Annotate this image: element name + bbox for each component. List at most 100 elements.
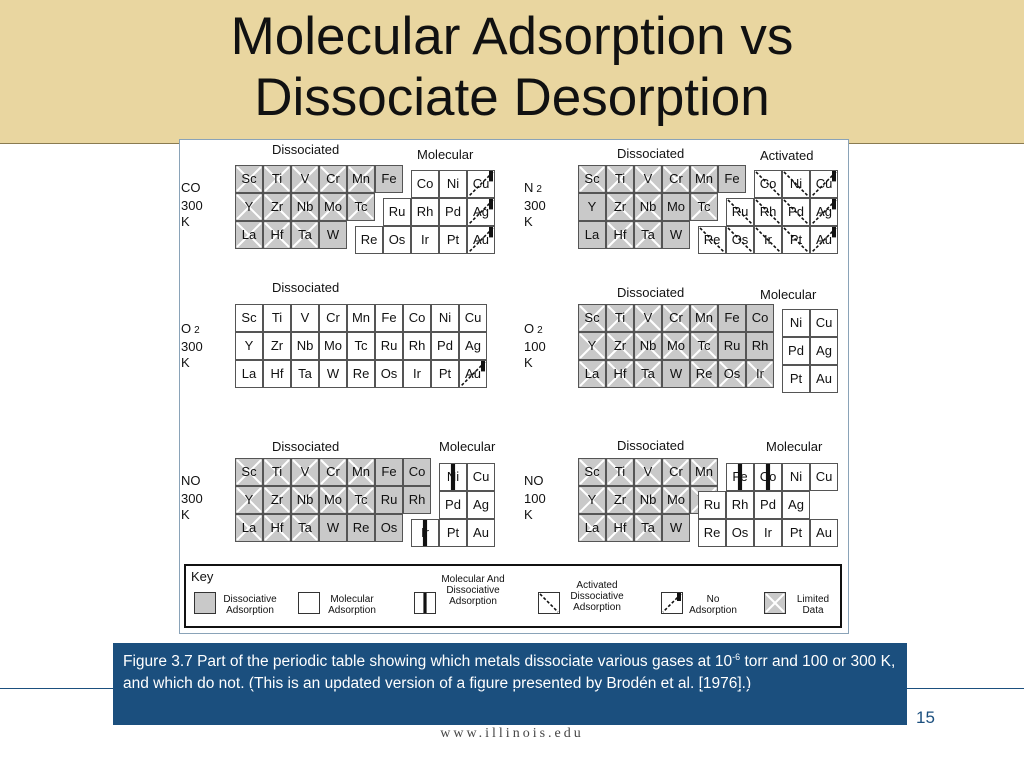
element-cell-ni: Ni	[782, 463, 810, 491]
element-symbol: Ru	[703, 497, 721, 512]
group-label: Molecular	[439, 439, 496, 454]
element-cell-pt: Pt	[439, 519, 467, 547]
element-cell-nb: Nb	[291, 486, 319, 514]
gas-label: O 2 100 K	[524, 321, 564, 371]
legend-label: Activated Dissociative Adsorption	[570, 580, 624, 613]
gas-label: CO 300 K	[181, 180, 221, 230]
element-symbol: Co	[416, 176, 434, 191]
element-symbol: Ta	[298, 227, 312, 242]
element-symbol: Ta	[641, 366, 655, 381]
element-cell-ta: Ta	[634, 514, 662, 542]
element-symbol: Ru	[388, 204, 406, 219]
element-symbol: Nb	[639, 338, 657, 353]
element-cell-au: Au	[467, 519, 495, 547]
element-symbol: Ag	[473, 204, 489, 219]
element-symbol: Sc	[241, 310, 257, 325]
gas-subscript: 2	[536, 184, 542, 195]
element-cell-ag: Ag	[467, 491, 495, 519]
element-cell-re: Re	[347, 514, 375, 542]
element-symbol: Rh	[408, 492, 426, 507]
element-symbol: Rh	[731, 497, 749, 512]
element-symbol: Ag	[816, 343, 832, 358]
element-cell-mn: Mn	[347, 165, 375, 193]
element-cell-sc: Sc	[235, 165, 263, 193]
element-cell-cr: Cr	[319, 165, 347, 193]
gas-label: O 2 300 K	[181, 321, 221, 371]
element-symbol: Cr	[326, 310, 340, 325]
element-symbol: Y	[244, 492, 254, 507]
element-symbol: Cu	[815, 315, 833, 330]
element-symbol: Nb	[296, 199, 314, 214]
caption-text-1: Figure 3.7 Part of the periodic table sh…	[123, 653, 733, 670]
element-symbol: Os	[723, 366, 741, 381]
element-cell-os: Os	[718, 360, 746, 388]
element-symbol: Zr	[270, 338, 284, 353]
element-symbol: Nb	[639, 492, 657, 507]
group-label: Dissociated	[272, 439, 340, 454]
element-cell-rh: Rh	[746, 332, 774, 360]
element-symbol: Pd	[788, 204, 804, 219]
element-cell-la: La	[578, 514, 606, 542]
element-cell-hf: Hf	[263, 514, 291, 542]
temperature-unit: K	[181, 355, 190, 370]
element-cell-os: Os	[375, 360, 403, 388]
legend-label: Molecular And Dissociative Adsorption	[441, 574, 505, 607]
element-symbol: Cu	[472, 176, 490, 191]
element-symbol: Pt	[446, 525, 460, 540]
element-cell-mo: Mo	[662, 332, 690, 360]
element-cell-mn: Mn	[690, 458, 718, 486]
element-cell-nb: Nb	[291, 193, 319, 221]
element-symbol: Ag	[473, 497, 489, 512]
element-symbol: Mn	[351, 310, 371, 325]
element-cell-zr: Zr	[606, 193, 634, 221]
element-symbol: Y	[587, 492, 597, 507]
element-cell-pd: Pd	[782, 337, 810, 365]
element-cell-pt: Pt	[431, 360, 459, 388]
element-symbol: Pd	[437, 338, 453, 353]
element-cell-cu: Cu	[467, 170, 495, 198]
page-number: 15	[916, 708, 935, 727]
element-symbol: V	[643, 171, 653, 186]
element-symbol: Fe	[732, 469, 748, 484]
gas-formula: CO	[181, 180, 201, 195]
temperature: 300	[181, 339, 203, 354]
caption-text-2: torr and 100 or 300 K, and which do not.…	[123, 653, 896, 692]
element-symbol: Hf	[613, 227, 627, 242]
element-cell-cu: Cu	[810, 463, 838, 491]
element-symbol: Ni	[789, 176, 803, 191]
element-symbol: Hf	[270, 520, 284, 535]
element-symbol: V	[300, 464, 310, 479]
element-cell-ir: Ir	[411, 226, 439, 254]
element-cell-hf: Hf	[606, 514, 634, 542]
element-symbol: Mn	[351, 171, 371, 186]
element-cell-pt: Pt	[782, 226, 810, 254]
element-symbol: Ni	[446, 469, 460, 484]
element-symbol: Rh	[751, 338, 769, 353]
gas-formula: O	[181, 321, 192, 336]
element-symbol: Ti	[271, 310, 283, 325]
element-cell-ru: Ru	[383, 198, 411, 226]
element-cell-cr: Cr	[319, 458, 347, 486]
element-symbol: Mn	[351, 464, 371, 479]
element-cell-rh: Rh	[754, 198, 782, 226]
element-cell-la: La	[235, 360, 263, 388]
group-label: Dissociated	[617, 146, 685, 161]
element-symbol: Hf	[613, 366, 627, 381]
element-cell-tc: Tc	[347, 486, 375, 514]
element-symbol: Zr	[613, 338, 627, 353]
element-cell-ti: Ti	[606, 165, 634, 193]
element-cell-fe: Fe	[726, 463, 754, 491]
gas-formula: N	[524, 180, 534, 195]
element-cell-nb: Nb	[634, 486, 662, 514]
title-band: Molecular Adsorption vs Dissociate Desor…	[0, 0, 1024, 144]
periodic-table-figure: CO 300 K Dissociated Sc Ti V Cr Mn Fe Y Zr Nb Mo Tc La H…	[179, 139, 849, 634]
element-cell-cu: Cu	[810, 170, 838, 198]
element-symbol: Zr	[270, 492, 284, 507]
element-cell-la: La	[235, 221, 263, 249]
element-symbol: Ir	[756, 366, 764, 381]
element-cell-ti: Ti	[263, 458, 291, 486]
temperature: 300	[181, 491, 203, 506]
element-cell-zr: Zr	[606, 332, 634, 360]
element-cell-pt: Pt	[439, 226, 467, 254]
element-cell-la: La	[578, 221, 606, 249]
